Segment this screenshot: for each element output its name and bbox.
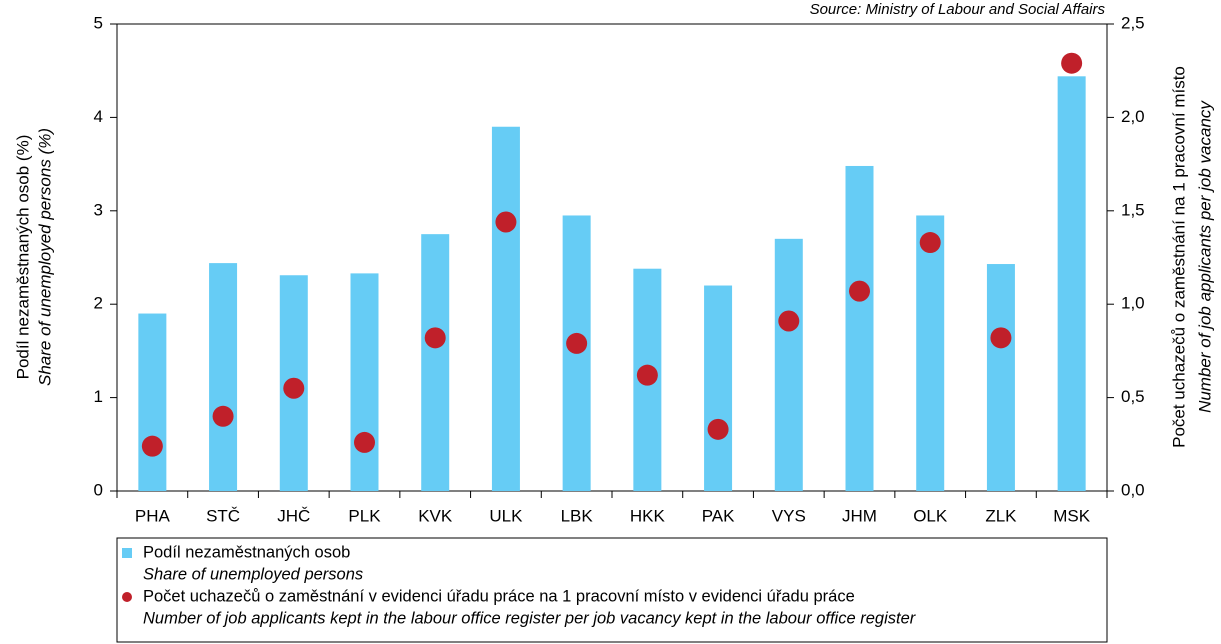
y-tick-label: 2 (94, 294, 103, 313)
plot-frame (116, 23, 1108, 492)
y-tick-label: 4 (94, 107, 103, 126)
x-tick-label: MSK (1053, 506, 1091, 525)
x-tick-label: VYS (772, 506, 806, 525)
x-tick-label: JHČ (277, 506, 310, 525)
y2-axis-title: Počet uchazečů o zaměstnání na 1 pracovn… (1169, 66, 1188, 448)
x-tick-label: ULK (489, 506, 523, 525)
y2-tick-label: 2,0 (1121, 107, 1145, 126)
dot (141, 435, 163, 457)
dot (849, 280, 870, 302)
y2-tick-label: 0,5 (1121, 387, 1145, 406)
bar (491, 126, 520, 492)
x-tick-label: PHA (135, 506, 171, 525)
dot (283, 377, 305, 399)
bar (774, 238, 803, 491)
bar (1057, 76, 1086, 491)
legend-label-en: Share of unemployed persons (143, 565, 363, 583)
y-tick-label: 0 (94, 480, 103, 499)
bar (986, 264, 1015, 491)
dot (566, 332, 588, 354)
bar (916, 215, 945, 491)
legend-swatch (122, 548, 132, 558)
bar (350, 273, 379, 491)
x-tick-label: KVK (418, 506, 453, 525)
dot (636, 364, 658, 386)
y-tick-label: 5 (94, 13, 103, 32)
dot (778, 310, 800, 332)
y2-tick-label: 2,5 (1121, 13, 1145, 32)
x-tick-label: OLK (913, 506, 948, 525)
dot (1061, 52, 1083, 74)
bar (421, 234, 450, 491)
dot (919, 232, 941, 254)
legend-label: Počet uchazečů o zaměstnání v evidenci ú… (143, 587, 855, 605)
y2-tick-label: 0,0 (1121, 480, 1145, 499)
dot (495, 211, 517, 233)
x-tick-label: ZLK (985, 506, 1017, 525)
y2-axis-title-en: Number of job applicants per job vacancy (1195, 100, 1214, 413)
legend-swatch (122, 592, 132, 602)
x-tick-label: HKK (630, 506, 666, 525)
dot (990, 327, 1012, 349)
legend-box (116, 537, 1108, 643)
source: Source: Ministry of Labour and Social Af… (810, 1, 1106, 18)
x-tick-label: JHM (842, 506, 877, 525)
dot (354, 431, 375, 453)
y-axis-title: Podíl nezaměstnaných osob (%) (13, 135, 32, 380)
dot (424, 327, 446, 349)
x-tick-label: STČ (206, 506, 240, 525)
bar (209, 263, 238, 491)
legend-label-en: Number of job applicants kept in the lab… (143, 609, 917, 627)
y2-tick-label: 1,0 (1121, 294, 1145, 313)
legend-label: Podíl nezaměstnaných osob (143, 543, 350, 561)
y-axis-title-en: Share of unemployed persons (%) (35, 128, 54, 386)
bar (845, 165, 874, 491)
x-tick-label: LBK (561, 506, 594, 525)
dot (212, 405, 234, 427)
bar (704, 285, 733, 491)
x-tick-label: PLK (348, 506, 381, 525)
y-tick-label: 1 (94, 387, 103, 406)
y2-tick-label: 1,5 (1121, 200, 1145, 219)
dot (707, 418, 729, 440)
y-tick-label: 3 (94, 200, 103, 219)
x-tick-label: PAK (702, 506, 735, 525)
bar (138, 313, 167, 491)
